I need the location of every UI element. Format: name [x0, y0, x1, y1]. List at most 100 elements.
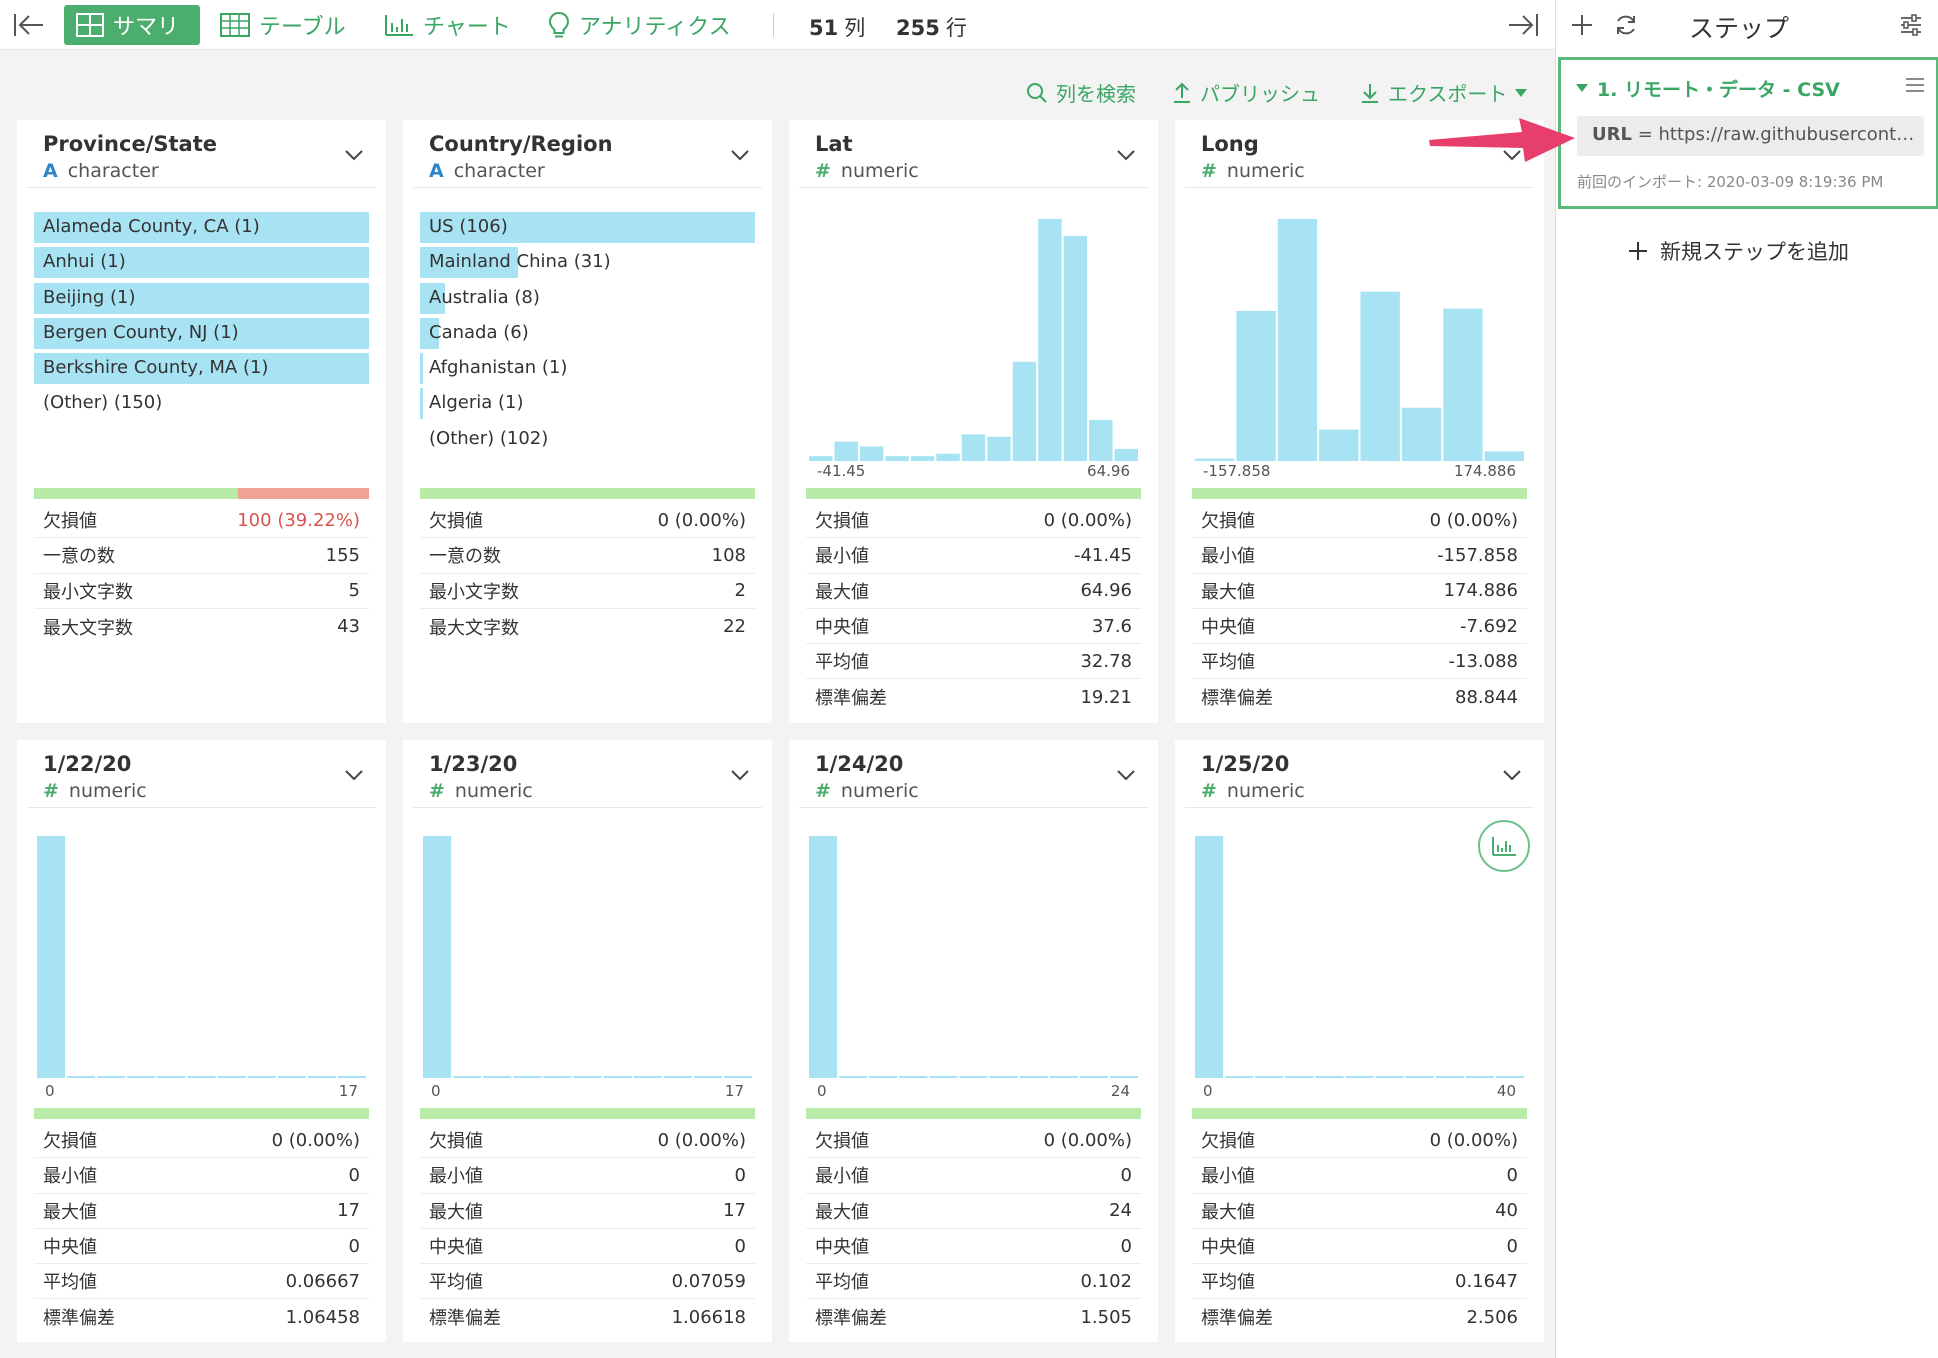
value-bar-row[interactable]: Algeria (1) [420, 388, 755, 420]
histogram-bar[interactable] [483, 1076, 512, 1078]
tab-summary[interactable]: サマリ [64, 5, 200, 45]
collapse-right-icon[interactable] [1506, 12, 1540, 38]
histogram-bar[interactable] [573, 1076, 602, 1078]
histogram-bar[interactable] [1109, 1076, 1138, 1078]
histogram-bar[interactable] [989, 1076, 1018, 1078]
histogram-bar[interactable] [307, 1076, 336, 1078]
chevron-down-icon[interactable] [1116, 768, 1136, 782]
search-columns-button[interactable]: 列を検索 [1026, 78, 1136, 107]
histogram-bar[interactable] [959, 1076, 988, 1078]
open-chart-button[interactable] [1478, 820, 1530, 872]
histogram-bar[interactable] [1435, 1076, 1464, 1078]
publish-button[interactable]: パブリッシュ [1172, 78, 1320, 107]
value-bar-row[interactable]: Alameda County, CA (1) [34, 212, 369, 243]
histogram-bar[interactable] [1319, 429, 1359, 461]
histogram-bar[interactable] [899, 1076, 928, 1078]
histogram-bar[interactable] [693, 1076, 722, 1078]
histogram-bar[interactable] [1465, 1076, 1494, 1078]
histogram-bar[interactable] [809, 836, 838, 1078]
histogram-bar[interactable] [1315, 1076, 1344, 1078]
histogram-bar[interactable] [513, 1076, 542, 1078]
value-bar-row[interactable]: Berkshire County, MA (1) [34, 353, 369, 385]
histogram-bar[interactable] [337, 1076, 366, 1078]
value-bar-row[interactable]: Mainland China (31) [420, 247, 755, 279]
histogram-bar[interactable] [987, 436, 1011, 461]
chevron-down-icon[interactable] [1502, 768, 1522, 782]
histogram-bar[interactable] [1401, 407, 1442, 461]
histogram-bar[interactable] [1012, 361, 1037, 461]
value-bar-row[interactable]: (Other) (102) [420, 424, 755, 455]
export-button[interactable]: エクスポート [1360, 78, 1528, 107]
value-bar-row[interactable]: Australia (8) [420, 282, 755, 314]
histogram-bar[interactable] [1089, 419, 1113, 461]
histogram-bar[interactable] [157, 1076, 186, 1078]
value-bar-row[interactable]: Afghanistan (1) [420, 353, 755, 385]
histogram-bar[interactable] [1443, 308, 1483, 461]
caret-down-icon[interactable] [1576, 84, 1588, 92]
chevron-down-icon[interactable] [730, 768, 750, 782]
histogram-bar[interactable] [1195, 458, 1235, 461]
histogram-bar[interactable] [1277, 219, 1318, 461]
histogram-bar[interactable] [187, 1076, 216, 1078]
chevron-down-icon[interactable] [1502, 148, 1522, 162]
chevron-down-icon[interactable] [1116, 148, 1136, 162]
histogram-bar[interactable] [663, 1076, 692, 1078]
histogram-bar[interactable] [1038, 219, 1062, 461]
value-bar-row[interactable]: Beijing (1) [34, 282, 369, 314]
histogram-bar[interactable] [127, 1076, 156, 1078]
histogram-bar[interactable] [1236, 310, 1276, 461]
histogram-bar[interactable] [809, 456, 833, 461]
histogram-bar[interactable] [247, 1076, 276, 1078]
tab-chart[interactable]: チャート [372, 5, 523, 45]
histogram-bar[interactable] [929, 1076, 958, 1078]
step-url-parameter[interactable]: URL = https://raw.githubuserconte... [1577, 116, 1924, 156]
histogram-bar[interactable] [839, 1076, 868, 1078]
value-bar-row[interactable]: Bergen County, NJ (1) [34, 317, 369, 349]
histogram-bar[interactable] [1360, 291, 1400, 461]
add-step-button[interactable]: 新規ステップを追加 [1628, 236, 1849, 266]
chevron-down-icon[interactable] [344, 148, 364, 162]
histogram-bar[interactable] [1484, 451, 1524, 461]
histogram-bar[interactable] [633, 1076, 662, 1078]
histogram-bar[interactable] [723, 1076, 752, 1078]
histogram-bar[interactable] [1495, 1076, 1524, 1078]
histogram-bar[interactable] [453, 1076, 482, 1078]
histogram-bar[interactable] [543, 1076, 572, 1078]
histogram-bar[interactable] [1225, 1076, 1254, 1078]
histogram-bar[interactable] [217, 1076, 246, 1078]
histogram-bar[interactable] [859, 446, 884, 461]
histogram-bar[interactable] [885, 456, 909, 461]
histogram-bar[interactable] [37, 836, 66, 1078]
collapse-left-icon[interactable] [12, 12, 46, 38]
histogram-bar[interactable] [1285, 1076, 1314, 1078]
histogram-bar[interactable] [277, 1076, 306, 1078]
tab-table[interactable]: テーブル [208, 5, 358, 45]
chevron-down-icon[interactable] [344, 768, 364, 782]
histogram-bar[interactable] [423, 836, 452, 1078]
histogram-bar[interactable] [603, 1076, 632, 1078]
histogram-bar[interactable] [961, 434, 986, 461]
histogram-bar[interactable] [1019, 1076, 1048, 1078]
tab-analytics[interactable]: アナリティクス [536, 5, 743, 45]
histogram-bar[interactable] [1195, 836, 1224, 1078]
histogram-bar[interactable] [1114, 448, 1138, 461]
histogram-bar[interactable] [1255, 1076, 1284, 1078]
histogram-bar[interactable] [834, 441, 858, 461]
histogram-bar[interactable] [1063, 235, 1088, 461]
histogram-bar[interactable] [1375, 1076, 1404, 1078]
histogram-bar[interactable] [1345, 1076, 1374, 1078]
hamburger-menu-icon[interactable] [1906, 78, 1924, 92]
histogram-bar[interactable] [1049, 1076, 1078, 1078]
settings-sliders-icon[interactable] [1899, 14, 1923, 36]
histogram-bar[interactable] [869, 1076, 898, 1078]
chevron-down-icon[interactable] [730, 148, 750, 162]
value-bar-row[interactable]: US (106) [420, 212, 755, 243]
step-item-remote-csv[interactable]: 1. リモート・データ - CSV URL = https://raw.gith… [1558, 57, 1938, 209]
histogram-bar[interactable] [1079, 1076, 1108, 1078]
value-bar-row[interactable]: Anhui (1) [34, 247, 369, 279]
histogram-bar[interactable] [1405, 1076, 1434, 1078]
value-bar-row[interactable]: (Other) (150) [34, 388, 369, 419]
plus-icon[interactable] [1571, 14, 1593, 36]
histogram-bar[interactable] [936, 453, 960, 461]
histogram-bar[interactable] [67, 1076, 96, 1078]
